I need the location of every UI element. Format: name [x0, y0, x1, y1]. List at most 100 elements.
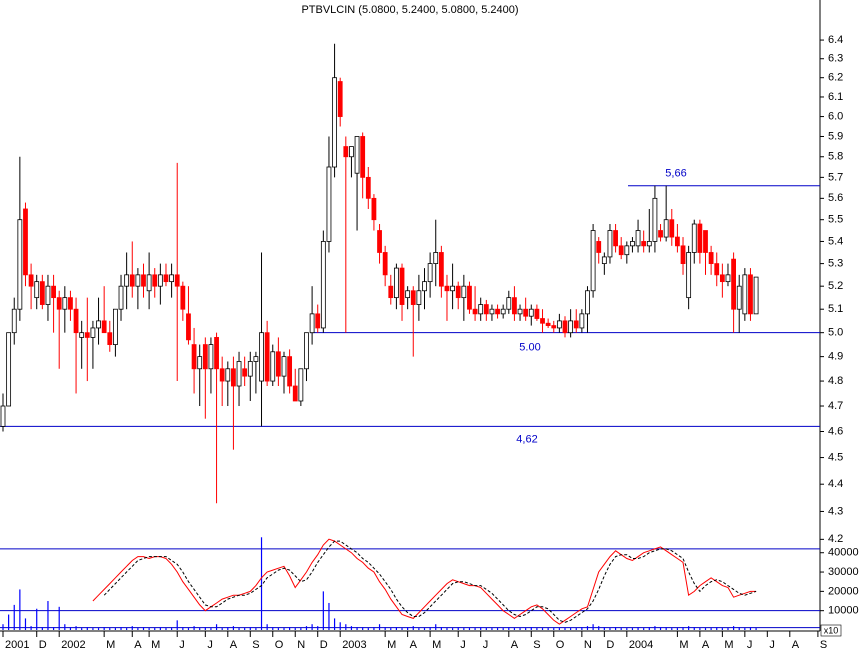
candle-body	[422, 281, 427, 292]
y-tick-label: 6.4	[828, 34, 843, 46]
candle-body	[556, 320, 562, 329]
candle-body	[349, 146, 354, 158]
y-tick-label: 5.2	[828, 280, 843, 292]
candle-body	[393, 267, 399, 299]
candle-body	[697, 223, 703, 253]
candle-body	[62, 297, 68, 310]
y-tick-label: 6.0	[828, 110, 843, 122]
candle-body	[450, 285, 456, 292]
candle-body	[461, 285, 467, 299]
y-tick-label: 4.3	[828, 505, 843, 517]
candle-body	[517, 308, 523, 315]
x-tick-label: O	[556, 639, 565, 651]
x-tick-label: A	[410, 639, 418, 651]
candle-body	[545, 322, 551, 326]
candle-body	[523, 308, 529, 317]
candle-body	[405, 290, 411, 299]
x-tick-label: M	[679, 639, 688, 651]
y-tick-label: 4.2	[828, 533, 843, 545]
y-tick-label: 40000	[828, 547, 859, 559]
candle-body	[242, 368, 248, 377]
candle-body	[113, 308, 118, 345]
candle-body	[101, 320, 107, 334]
y-tick-label: 5.9	[828, 130, 843, 142]
candle-body	[388, 285, 394, 299]
candle-body	[675, 236, 680, 247]
candle-body	[264, 332, 270, 382]
candle-body	[118, 285, 124, 310]
chart-title: PTBVLCIN (5.0800, 5.2400, 5.0800, 5.2400…	[301, 4, 518, 16]
candle-body	[382, 252, 388, 276]
candle-body	[686, 252, 692, 299]
y-tick-label: 4.4	[828, 478, 843, 490]
indicator-line	[103, 540, 757, 623]
candle-body	[641, 241, 647, 247]
candle-body	[0, 405, 6, 427]
candle-body	[736, 285, 742, 310]
x-tick-label: D	[320, 639, 328, 651]
x-tick-label: A	[230, 639, 238, 651]
candle-body	[298, 368, 304, 402]
candle-body	[169, 274, 175, 283]
candle-body	[180, 285, 186, 310]
candle-body	[371, 197, 377, 221]
candle-body	[500, 308, 506, 315]
candle-body	[618, 245, 624, 256]
candle-body	[585, 290, 590, 315]
candle-body	[84, 332, 90, 338]
x-tick-label: J	[769, 639, 775, 651]
candle-body	[23, 208, 28, 276]
x-tick-label: J	[460, 639, 466, 651]
candle-body	[635, 230, 641, 247]
candle-body	[56, 297, 62, 310]
candle-body	[748, 274, 753, 315]
candle-body	[320, 241, 326, 329]
y-tick-label: 5.8	[828, 151, 843, 163]
candle-body	[214, 337, 219, 370]
candle-body	[624, 245, 630, 256]
candle-body	[680, 245, 686, 265]
candle-body	[17, 219, 23, 310]
level-label: 5.00	[519, 342, 540, 354]
candle-body	[725, 274, 731, 283]
candle-body	[129, 274, 135, 287]
candle-body	[191, 344, 197, 370]
y-tick-label: 6.3	[828, 53, 843, 65]
candle-body	[478, 304, 484, 315]
candle-body	[753, 276, 759, 315]
candle-body	[68, 297, 73, 310]
x-tick-label: 2004	[629, 639, 653, 651]
y-tick-label: 10000	[828, 605, 859, 617]
y-tick-label: 6.1	[828, 91, 843, 103]
candle-body	[596, 241, 602, 253]
y-tick-label: 5.7	[828, 171, 843, 183]
candle-body	[708, 252, 714, 265]
candle-body	[512, 297, 517, 315]
candle-body	[281, 356, 287, 377]
candle-body	[202, 344, 208, 370]
candle-body	[416, 290, 422, 305]
candle-body	[247, 361, 253, 377]
candle-body	[607, 230, 613, 258]
candle-body	[208, 344, 214, 370]
y-tick-label: 5.4	[828, 235, 843, 247]
candle-body	[444, 285, 450, 292]
candle-body	[472, 308, 478, 315]
candle-body	[663, 219, 669, 238]
x-tick-label: J	[483, 639, 489, 651]
level-label: 4,62	[516, 433, 537, 445]
candle-body	[354, 136, 360, 174]
candle-body	[270, 351, 276, 382]
candle-body	[427, 263, 433, 283]
x-tick-label: N	[584, 639, 592, 651]
candle-body	[731, 258, 736, 310]
x-tick-label: J	[747, 639, 753, 651]
x-tick-label: S	[820, 639, 827, 651]
candle-body	[573, 320, 579, 329]
candle-body	[315, 313, 321, 329]
candle-body	[124, 274, 130, 287]
candle-body	[157, 274, 163, 287]
candle-body	[79, 332, 85, 338]
